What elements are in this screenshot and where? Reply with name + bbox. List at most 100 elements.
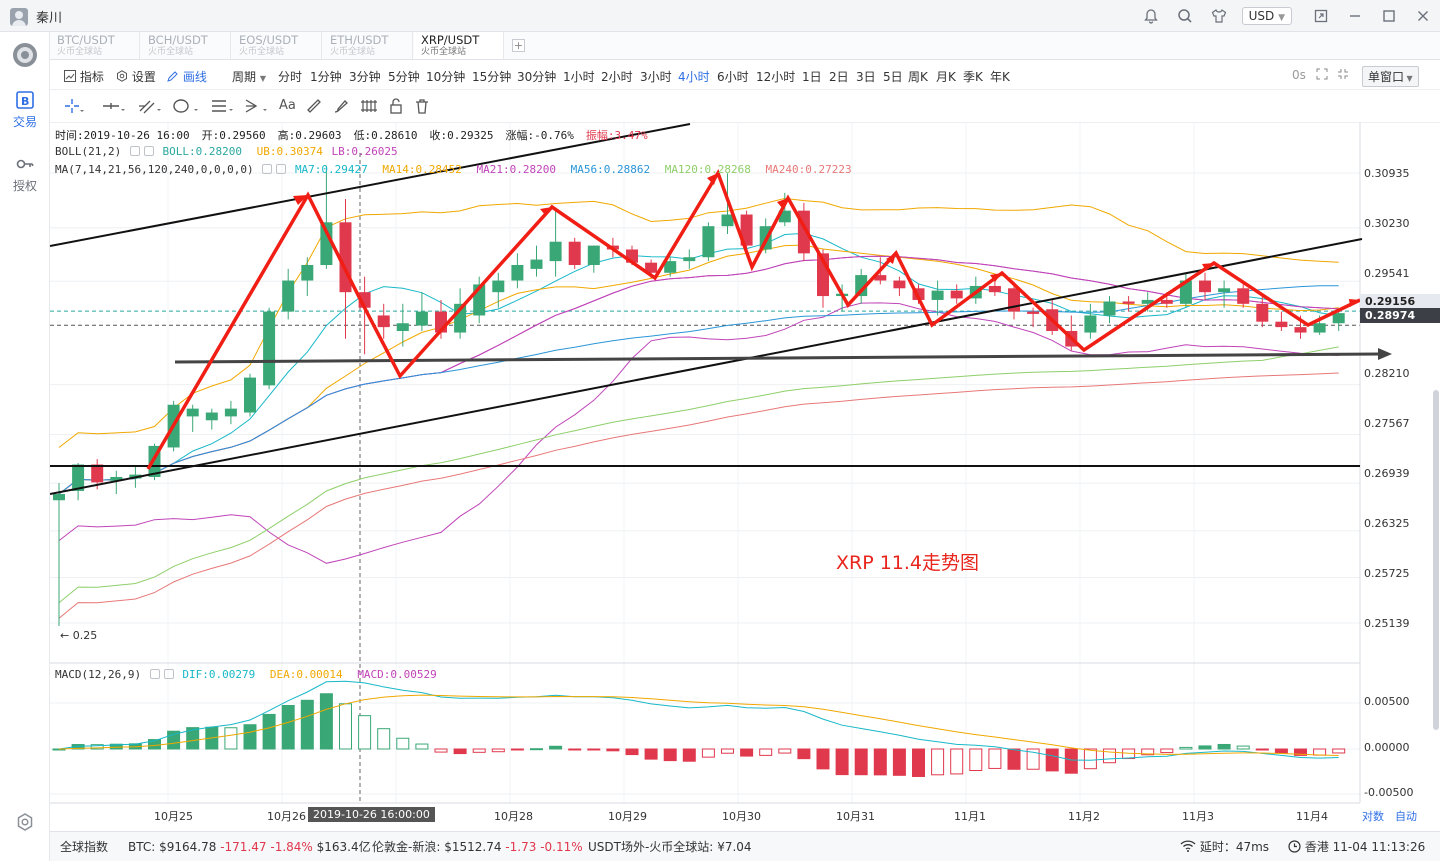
shrink-icon[interactable] (1337, 68, 1349, 83)
period-season[interactable]: 季K (963, 70, 983, 84)
btc-ticker[interactable]: BTC: $9164.78 -171.47 -1.84% $163.4亿 (128, 838, 371, 855)
period-dropdown[interactable]: 周期 ▼ (232, 68, 266, 85)
scrollbar-thumb[interactable] (1433, 390, 1439, 730)
usdt-ticker[interactable]: USDT场外-火币全球站: ¥7.04 (588, 838, 752, 855)
settings-button[interactable]: 设置 (116, 68, 156, 85)
period-15m[interactable]: 15分钟 (472, 70, 512, 84)
settings-gear-icon[interactable] (0, 812, 50, 835)
period-6h[interactable]: 6小时 (717, 70, 749, 84)
period-3h[interactable]: 3小时 (640, 70, 672, 84)
checkbox-icon[interactable] (149, 669, 160, 679)
search-icon[interactable] (1168, 0, 1202, 32)
macd-bar (1103, 748, 1116, 764)
macd-bar (797, 748, 811, 760)
log-scale-button[interactable]: 对数 (1362, 810, 1384, 823)
tab-eth-usdt[interactable]: ETH/USDT 火币全球站 (323, 32, 413, 59)
clock-indicator: 香港 11-04 11:13:26 (1288, 838, 1425, 855)
legend-time: 时间:2019-10-26 16:00 (55, 129, 190, 142)
tab-bch-usdt[interactable]: BCH/USDT 火币全球站 (141, 32, 231, 59)
ma-line (58, 244, 1339, 495)
period-month[interactable]: 月K (936, 70, 956, 84)
checkbox-icon[interactable] (129, 146, 140, 156)
draw-button[interactable]: 画线 (167, 68, 207, 85)
maximize-icon[interactable] (1372, 0, 1406, 32)
candle-body (320, 222, 333, 266)
time-tick: 11月1 (954, 810, 986, 823)
candle-body (1122, 301, 1135, 304)
arrow-pattern-icon[interactable] (244, 98, 270, 118)
tab-btc-usdt[interactable]: BTC/USDT 火币全球站 (50, 32, 140, 59)
boll-name[interactable]: BOLL(21,2) (55, 145, 122, 158)
close-icon[interactable] (1406, 0, 1440, 32)
minimize-icon[interactable] (1338, 0, 1372, 32)
user-info[interactable]: 秦川 (10, 7, 62, 26)
candle-body (530, 259, 543, 269)
currency-select[interactable]: USD ▼ (1241, 7, 1292, 25)
wave-path (146, 168, 1361, 470)
chart-area[interactable]: 时间:2019-10-26 16:00 开:0.29560 高:0.29603 低:0… (50, 123, 1440, 831)
fullscreen-icon[interactable] (1316, 68, 1328, 83)
checkbox-icon[interactable] (276, 164, 287, 174)
period-2h[interactable]: 2小时 (601, 70, 633, 84)
ma-name[interactable]: MA(7,14,21,56,120,240,0,0,0,0) (55, 163, 254, 176)
candlestick-chart[interactable] (50, 123, 1440, 831)
candle-body (1313, 323, 1326, 333)
nav-item-auth[interactable]: 授权 (0, 154, 50, 194)
text-tool[interactable]: Aa (279, 98, 296, 113)
macd-bar (663, 748, 677, 762)
gold-ticker[interactable]: 伦敦金-新浪: $1512.74 -1.73 -0.11% (372, 838, 583, 855)
checkbox-icon[interactable] (262, 164, 273, 174)
chevron-down-icon: ▼ (1404, 74, 1413, 83)
checkbox-icon[interactable] (163, 669, 174, 679)
parallel-lines-icon[interactable] (138, 98, 162, 118)
support-trendline (50, 238, 1363, 495)
period-3m[interactable]: 3分钟 (349, 70, 381, 84)
tab-xrp-usdt[interactable]: XRP/USDT 火币全球站 (414, 32, 504, 59)
scrollbar[interactable] (1432, 390, 1440, 730)
period-12h[interactable]: 12小时 (756, 70, 796, 84)
brush-icon[interactable] (333, 98, 349, 118)
period-1h[interactable]: 1小时 (563, 70, 595, 84)
menu-lines-icon[interactable] (210, 98, 236, 118)
period-fenshi[interactable]: 分时 (278, 70, 303, 84)
skin-icon[interactable] (1202, 0, 1236, 32)
auto-scale-button[interactable]: 自动 (1395, 810, 1417, 823)
period-3d[interactable]: 3日 (856, 70, 876, 84)
window-mode-select[interactable]: 单窗口 ▼ (1362, 66, 1419, 87)
macd-name[interactable]: MACD(12,26,9) (55, 668, 142, 681)
period-1m[interactable]: 1分钟 (310, 70, 342, 84)
macd-bar (587, 748, 601, 751)
period-1d[interactable]: 1日 (802, 70, 822, 84)
lock-icon[interactable] (389, 98, 403, 118)
period-label: 周期 (232, 70, 257, 84)
period-5d[interactable]: 5日 (883, 70, 903, 84)
macd-bar (1160, 748, 1174, 754)
period-4h[interactable]: 4小时 (678, 70, 710, 84)
add-tab-button[interactable]: + (512, 39, 525, 52)
period-10m[interactable]: 10分钟 (426, 70, 466, 84)
bell-icon[interactable] (1134, 0, 1168, 32)
checkbox-icon[interactable] (143, 146, 154, 156)
period-2d[interactable]: 2日 (829, 70, 849, 84)
restore-window-icon[interactable] (1304, 0, 1338, 32)
period-5m[interactable]: 5分钟 (388, 70, 420, 84)
ruler-icon[interactable] (306, 98, 322, 118)
fibonacci-icon[interactable] (360, 98, 378, 118)
price-tick: 0.27567 (1364, 417, 1410, 430)
indicator-button[interactable]: 指标 (64, 68, 104, 85)
period-week[interactable]: 周K (908, 70, 928, 84)
period-30m[interactable]: 30分钟 (517, 70, 557, 84)
candle-body (244, 377, 256, 413)
crosshair-icon[interactable] (64, 98, 84, 118)
macd-bar (1236, 745, 1250, 750)
refresh-interval[interactable]: 0s (1292, 68, 1306, 82)
trash-icon[interactable] (415, 98, 429, 118)
macd-bar (396, 737, 410, 750)
candle-body (988, 285, 1001, 293)
circle-icon[interactable] (172, 98, 202, 118)
tab-eos-usdt[interactable]: EOS/USDT 火币全球站 (232, 32, 322, 59)
horizontal-line-icon[interactable] (102, 98, 126, 118)
nav-item-trade[interactable]: B 交易 (0, 90, 50, 130)
global-index-link[interactable]: 全球指数 (60, 840, 109, 854)
period-year[interactable]: 年K (990, 70, 1010, 84)
